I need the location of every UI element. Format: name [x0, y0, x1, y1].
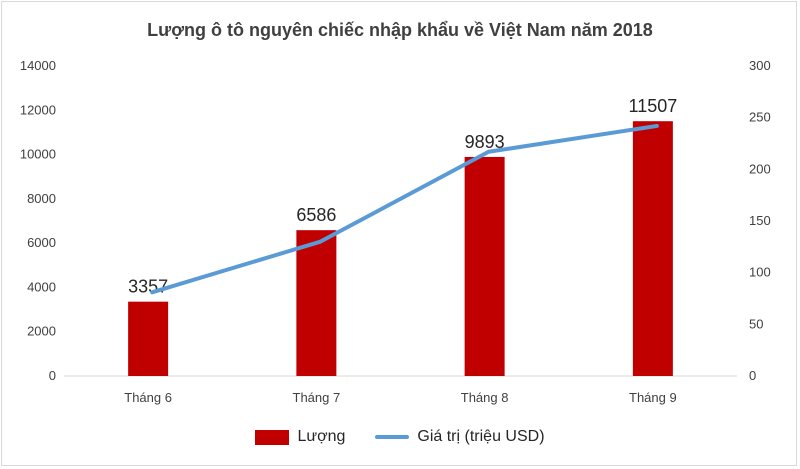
- bar: [296, 230, 337, 376]
- y-right-tick-label: 0: [749, 368, 756, 383]
- legend-swatch-bar: [255, 429, 290, 445]
- legend-label-line: Giá trị (triệu USD): [417, 428, 545, 445]
- value-line: [150, 123, 659, 295]
- legend-item-line: Giá trị (triệu USD): [375, 428, 545, 446]
- y-left-tick-label: 12000: [20, 102, 56, 117]
- y-right-tick-label: 200: [749, 161, 771, 176]
- bar-data-label: 9893: [465, 132, 505, 152]
- y-left-tick-label: 0: [49, 368, 56, 383]
- legend-label-bar: Lượng: [297, 428, 346, 445]
- bar-data-label: 3357: [128, 277, 168, 297]
- x-tick-label: Tháng 6: [124, 390, 172, 405]
- bar: [632, 121, 673, 376]
- y-left-tick-label: 8000: [27, 191, 56, 206]
- x-tick-label: Tháng 8: [461, 390, 509, 405]
- y-right-tick-label: 250: [749, 110, 771, 125]
- legend-item-bar: Lượng: [255, 428, 345, 446]
- y-left-tick-label: 4000: [27, 279, 56, 294]
- y-right-tick-label: 300: [749, 58, 771, 73]
- x-tick-label: Tháng 7: [293, 390, 341, 405]
- legend-swatch-line: [375, 435, 410, 439]
- x-tick-label: Tháng 9: [629, 390, 677, 405]
- y-right-tick-label: 100: [749, 265, 771, 280]
- y-left-tick-label: 6000: [27, 235, 56, 250]
- legend: Lượng Giá trị (triệu USD): [0, 424, 800, 450]
- bar: [128, 301, 169, 376]
- y-left-tick-label: 14000: [20, 58, 56, 73]
- y-right-tick-label: 50: [749, 316, 763, 331]
- y-left-tick-label: 2000: [27, 324, 56, 339]
- bar-data-label: 6586: [296, 205, 336, 225]
- chart-title: Lượng ô tô nguyên chiếc nhập khẩu về Việ…: [147, 20, 653, 40]
- bar: [464, 156, 505, 376]
- y-left-tick-label: 10000: [20, 147, 56, 162]
- bar-data-label: 11507: [629, 96, 678, 116]
- y-right-tick-label: 150: [749, 213, 771, 228]
